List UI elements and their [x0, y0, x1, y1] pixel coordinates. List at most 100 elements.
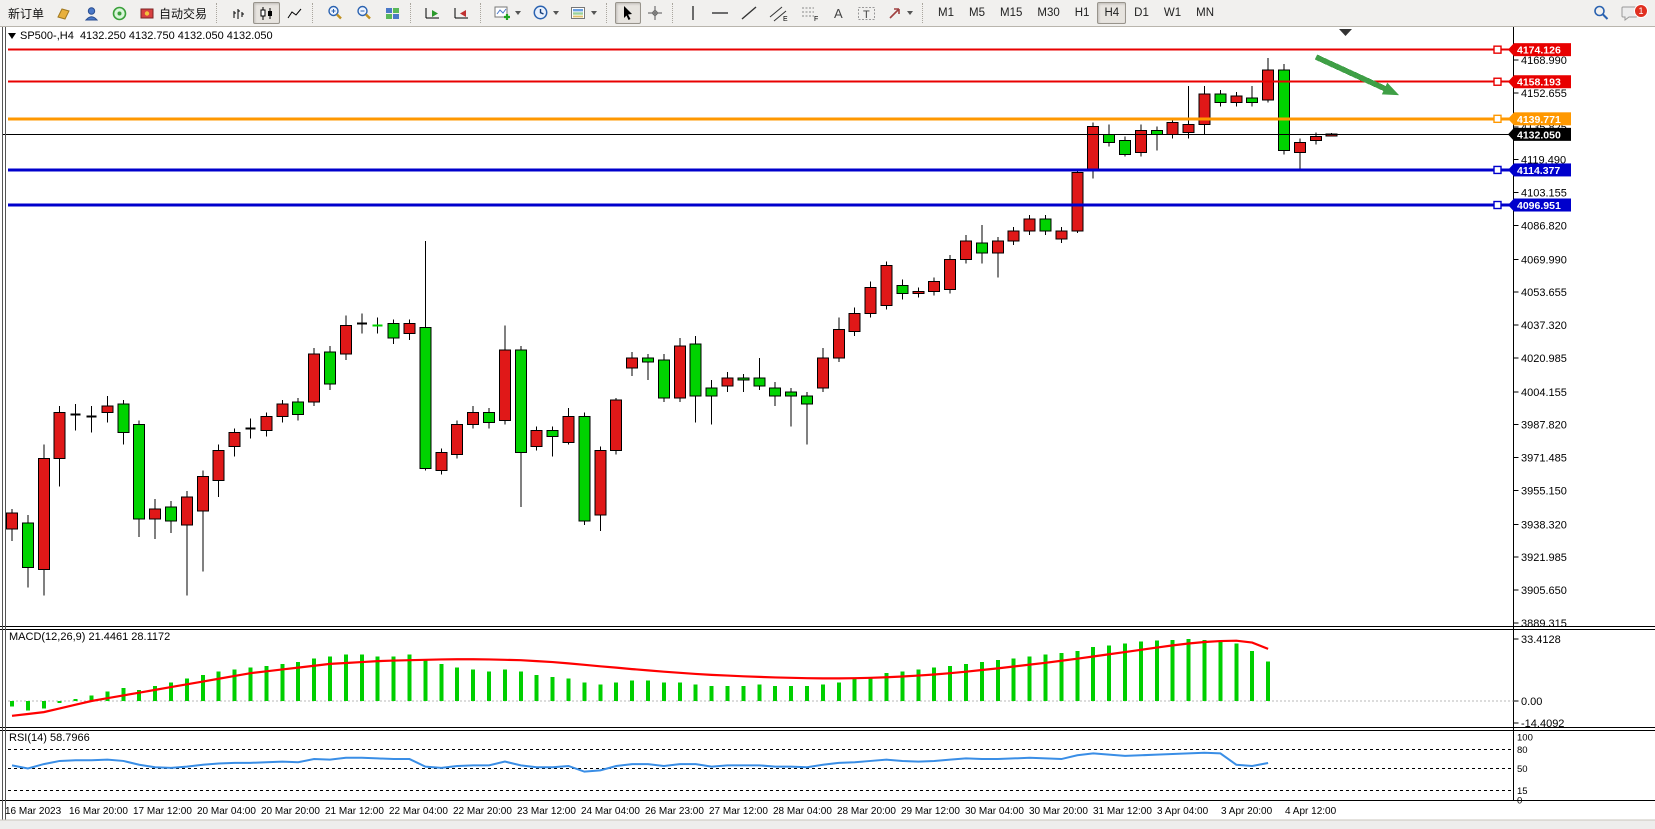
timeframe-w1[interactable]: W1 [1163, 7, 1182, 19]
chart-collapse-icon[interactable] [8, 33, 16, 39]
candle-body [1103, 133, 1116, 144]
text-button[interactable]: A [826, 2, 851, 24]
candle-body [1214, 93, 1227, 103]
candle-body [657, 359, 670, 399]
separator [480, 3, 485, 23]
arrows-tool-button[interactable] [882, 2, 918, 24]
candle-body [578, 415, 591, 522]
price-badge-label: 4158.193 [1517, 77, 1561, 89]
macd-axis-label: 33.4128 [1521, 634, 1561, 646]
price-tick-label: 3889.315 [1521, 618, 1567, 630]
candle-body [816, 357, 829, 389]
fibonacci-button[interactable]: F [795, 2, 825, 24]
candle-body [1134, 129, 1147, 154]
candle-body [689, 343, 702, 397]
periods-button[interactable] [527, 2, 564, 24]
scrollbar-track[interactable] [0, 820, 1655, 829]
autotrade-icon [140, 8, 154, 18]
chart-canvas[interactable]: 4168.9904152.6554135.8254119.4904103.155… [0, 27, 1655, 829]
price-badge [1514, 198, 1571, 212]
time-axis-label: 24 Mar 04:00 [581, 806, 640, 817]
timeframe-h4[interactable]: H4 [1097, 2, 1127, 24]
zoom-out-icon [357, 5, 371, 20]
candle-body [1182, 123, 1195, 133]
candle-body [419, 327, 432, 470]
separator [672, 3, 677, 23]
auto-scroll-button[interactable] [419, 2, 447, 24]
price-badge [1514, 163, 1571, 177]
horizontal-line-button[interactable] [706, 2, 734, 24]
candle-body [292, 401, 305, 415]
channel-icon: E [769, 6, 788, 22]
candle-body [1293, 142, 1306, 154]
crosshair-button[interactable] [642, 2, 668, 24]
candle-body [1119, 139, 1131, 156]
tile-windows-button[interactable] [379, 2, 406, 24]
search-button[interactable] [1587, 2, 1615, 24]
timeframe-m30[interactable]: M30 [1037, 7, 1060, 19]
market-watch-button[interactable] [50, 2, 77, 24]
templates-button[interactable] [565, 2, 602, 24]
chart-ohlc-values: 4132.250 4132.750 4132.050 4132.050 [79, 30, 273, 42]
trend-arrow-annotation [1314, 54, 1392, 94]
timeframe-m1[interactable]: M1 [938, 7, 955, 19]
candle-body [1071, 172, 1084, 232]
zoom-in-icon [328, 5, 342, 20]
text-label-button[interactable]: T [852, 2, 881, 24]
equidistant-channel-button[interactable]: E [764, 2, 794, 24]
timeframe-mn[interactable]: MN [1196, 7, 1214, 19]
notifications-button[interactable]: 1 [1616, 2, 1648, 24]
rsi-indicator-label: RSI(14) 58.7966 [9, 732, 90, 744]
timeframe-m5[interactable]: M5 [969, 7, 985, 19]
timeframe-d1[interactable]: D1 [1134, 7, 1149, 19]
chart-shift-icon [454, 7, 469, 18]
accounts-button[interactable] [78, 2, 105, 24]
time-axis-label: 30 Mar 20:00 [1029, 806, 1088, 817]
autotrade-button[interactable]: 自动交易 [134, 2, 212, 24]
new-order-button[interactable]: 新订单 [8, 6, 45, 21]
candle-body [21, 522, 34, 568]
time-axis-label: 3 Apr 04:00 [1157, 806, 1209, 817]
candle-body [594, 450, 607, 516]
trend-arrow-head [1381, 82, 1400, 96]
time-axis-label: 27 Mar 12:00 [709, 806, 768, 817]
time-axis-label: 16 Mar 2023 [5, 806, 62, 817]
separator [216, 3, 221, 23]
candle-body [467, 411, 480, 425]
zoom-out-button[interactable] [350, 2, 378, 24]
svg-text:T: T [863, 9, 870, 21]
vertical-line-button[interactable] [681, 2, 705, 24]
bar-chart-button[interactable] [225, 2, 252, 24]
svg-text:F: F [814, 16, 818, 22]
candle-body [737, 377, 750, 381]
chart-shift-marker [1339, 29, 1352, 36]
timeframe-h1[interactable]: H1 [1074, 7, 1090, 19]
cursor-button[interactable] [615, 2, 642, 24]
timeframe-m15[interactable]: M15 [1000, 7, 1023, 19]
candle-body [1055, 230, 1068, 240]
price-badge-arrow [1508, 163, 1514, 177]
chart-shift-button[interactable] [448, 2, 476, 24]
separator [606, 3, 611, 23]
price-tick-label: 3955.150 [1521, 485, 1567, 497]
time-axis-label: 3 Apr 20:00 [1221, 806, 1273, 817]
price-tick-label: 4053.655 [1521, 287, 1567, 299]
candle-body [165, 506, 177, 522]
candle-body [6, 512, 18, 530]
candle-body [1023, 218, 1036, 232]
toolbar: 新订单 自动交易 [0, 0, 1655, 27]
candle-body [276, 403, 289, 417]
signals-button[interactable] [106, 2, 133, 24]
line-chart-button[interactable] [281, 2, 308, 24]
indicators-button[interactable] [489, 2, 526, 24]
bar-chart-icon [233, 8, 245, 19]
candle-body [610, 399, 623, 452]
price-badge-arrow [1508, 75, 1514, 89]
candle-body [514, 349, 527, 454]
svg-text:E: E [783, 16, 788, 22]
trendline-button[interactable] [735, 2, 763, 24]
candle-body [991, 240, 1004, 254]
candlestick-chart-button[interactable] [253, 2, 281, 24]
cursor-icon [624, 6, 633, 20]
zoom-in-button[interactable] [321, 2, 349, 24]
